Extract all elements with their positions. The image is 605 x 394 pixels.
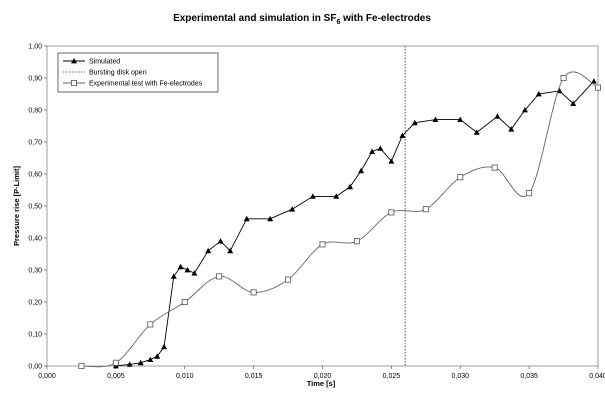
- simulated-point: [177, 263, 184, 270]
- simulated-point: [432, 116, 439, 122]
- y-tick-label: 0,70: [28, 140, 42, 147]
- x-tick-label: 0,005: [107, 373, 125, 380]
- y-tick-label: 0,30: [28, 268, 42, 275]
- x-tick-label: 0,020: [314, 373, 332, 380]
- experimental-point: [526, 190, 533, 197]
- experimental-point: [595, 84, 602, 91]
- y-tick-label: 0,50: [28, 204, 42, 211]
- y-tick-label: 0,60: [28, 172, 42, 179]
- simulated-point: [147, 356, 154, 362]
- legend-simulated-marker: [71, 58, 77, 64]
- experimental-point: [319, 241, 326, 248]
- legend-simulated-label: Simulated: [89, 59, 120, 66]
- x-tick-label: 0,015: [245, 373, 263, 380]
- simulated-point: [184, 267, 191, 273]
- legend: Simulated Bursting disk open Experimental …: [57, 52, 219, 93]
- experimental-point: [250, 289, 257, 296]
- simulated-point: [154, 353, 161, 359]
- experimental-point: [388, 209, 395, 216]
- simulated-point: [358, 167, 365, 174]
- x-tick-label: 0,035: [520, 373, 538, 380]
- chart-title-subscript: 6: [336, 19, 340, 26]
- y-tick-label: 0,00: [28, 364, 42, 371]
- plot-area: 0,000 0,005 0,010 0,015 0,020 0,025 0,030 0,035…: [28, 44, 605, 381]
- simulated-point: [521, 107, 528, 113]
- experimental-point: [78, 362, 85, 369]
- simulated-point: [411, 119, 418, 126]
- chart-title-suffix: with Fe-electrodes: [340, 13, 431, 24]
- x-axis-label: Time [s]: [307, 379, 336, 388]
- simulated-point: [333, 193, 340, 199]
- simulated-point: [399, 132, 406, 138]
- chart-title: Experimental and simulation in SF6 with …: [173, 13, 431, 26]
- experimental-point: [112, 359, 119, 366]
- chart-title-main: Experimental and simulation in SF: [173, 13, 336, 24]
- simulated-point: [535, 91, 542, 97]
- simulated-point: [205, 247, 212, 254]
- y-axis-label: Pressure rise [P·Limit]: [12, 165, 21, 246]
- x-tick-label: 0,025: [383, 373, 401, 380]
- simulated-point: [570, 100, 577, 106]
- simulated-point: [227, 247, 234, 254]
- simulated-point: [590, 78, 597, 84]
- legend-box: [57, 52, 219, 93]
- x-tick-label: 0,010: [176, 373, 194, 380]
- simulated-point: [369, 148, 376, 154]
- simulated-point: [289, 206, 296, 212]
- simulated-point: [217, 238, 224, 244]
- y-tick-label: 0,10: [28, 332, 42, 339]
- experimental-point: [353, 238, 360, 245]
- y-tick-label: 1,00: [28, 44, 42, 51]
- y-tick-label: 0,20: [28, 300, 42, 307]
- simulated-point: [161, 343, 168, 350]
- legend-experimental-marker: [71, 80, 78, 87]
- legend-experimental-label: Experimental test with Fe-electrodes: [89, 81, 203, 88]
- simulated-series-line: [115, 80, 595, 367]
- experimental-point: [181, 298, 188, 305]
- simulated-point: [243, 215, 250, 222]
- experimental-point: [422, 206, 429, 213]
- y-tick-label: 0,40: [28, 236, 42, 243]
- simulated-point: [508, 126, 515, 132]
- x-tick-label: 0,030: [451, 373, 469, 380]
- experimental-series-line: [81, 71, 599, 368]
- experimental-point: [216, 273, 223, 280]
- simulated-point: [347, 183, 354, 190]
- experimental-point: [491, 164, 498, 171]
- legend-bursting-disk-label: Bursting disk open: [89, 70, 147, 77]
- simulated-point: [170, 273, 177, 279]
- y-tick-label: 0,80: [28, 108, 42, 115]
- simulated-point: [377, 145, 384, 151]
- x-tick-label: 0,040: [589, 373, 605, 380]
- experimental-point: [560, 75, 567, 82]
- simulated-point: [126, 361, 133, 367]
- simulated-point: [267, 215, 274, 222]
- y-tick-label: 0,90: [28, 76, 42, 83]
- plot-frame: [46, 45, 599, 367]
- experimental-point: [147, 321, 154, 328]
- simulated-point: [191, 270, 198, 276]
- simulated-point: [388, 158, 395, 164]
- x-tick-label: 0,000: [38, 373, 56, 380]
- experimental-point: [457, 174, 464, 181]
- experimental-point: [285, 276, 292, 283]
- simulated-point: [473, 129, 480, 135]
- simulated-point: [309, 193, 316, 199]
- simulated-point: [457, 116, 464, 122]
- simulated-point: [137, 359, 144, 366]
- simulated-point: [494, 113, 501, 119]
